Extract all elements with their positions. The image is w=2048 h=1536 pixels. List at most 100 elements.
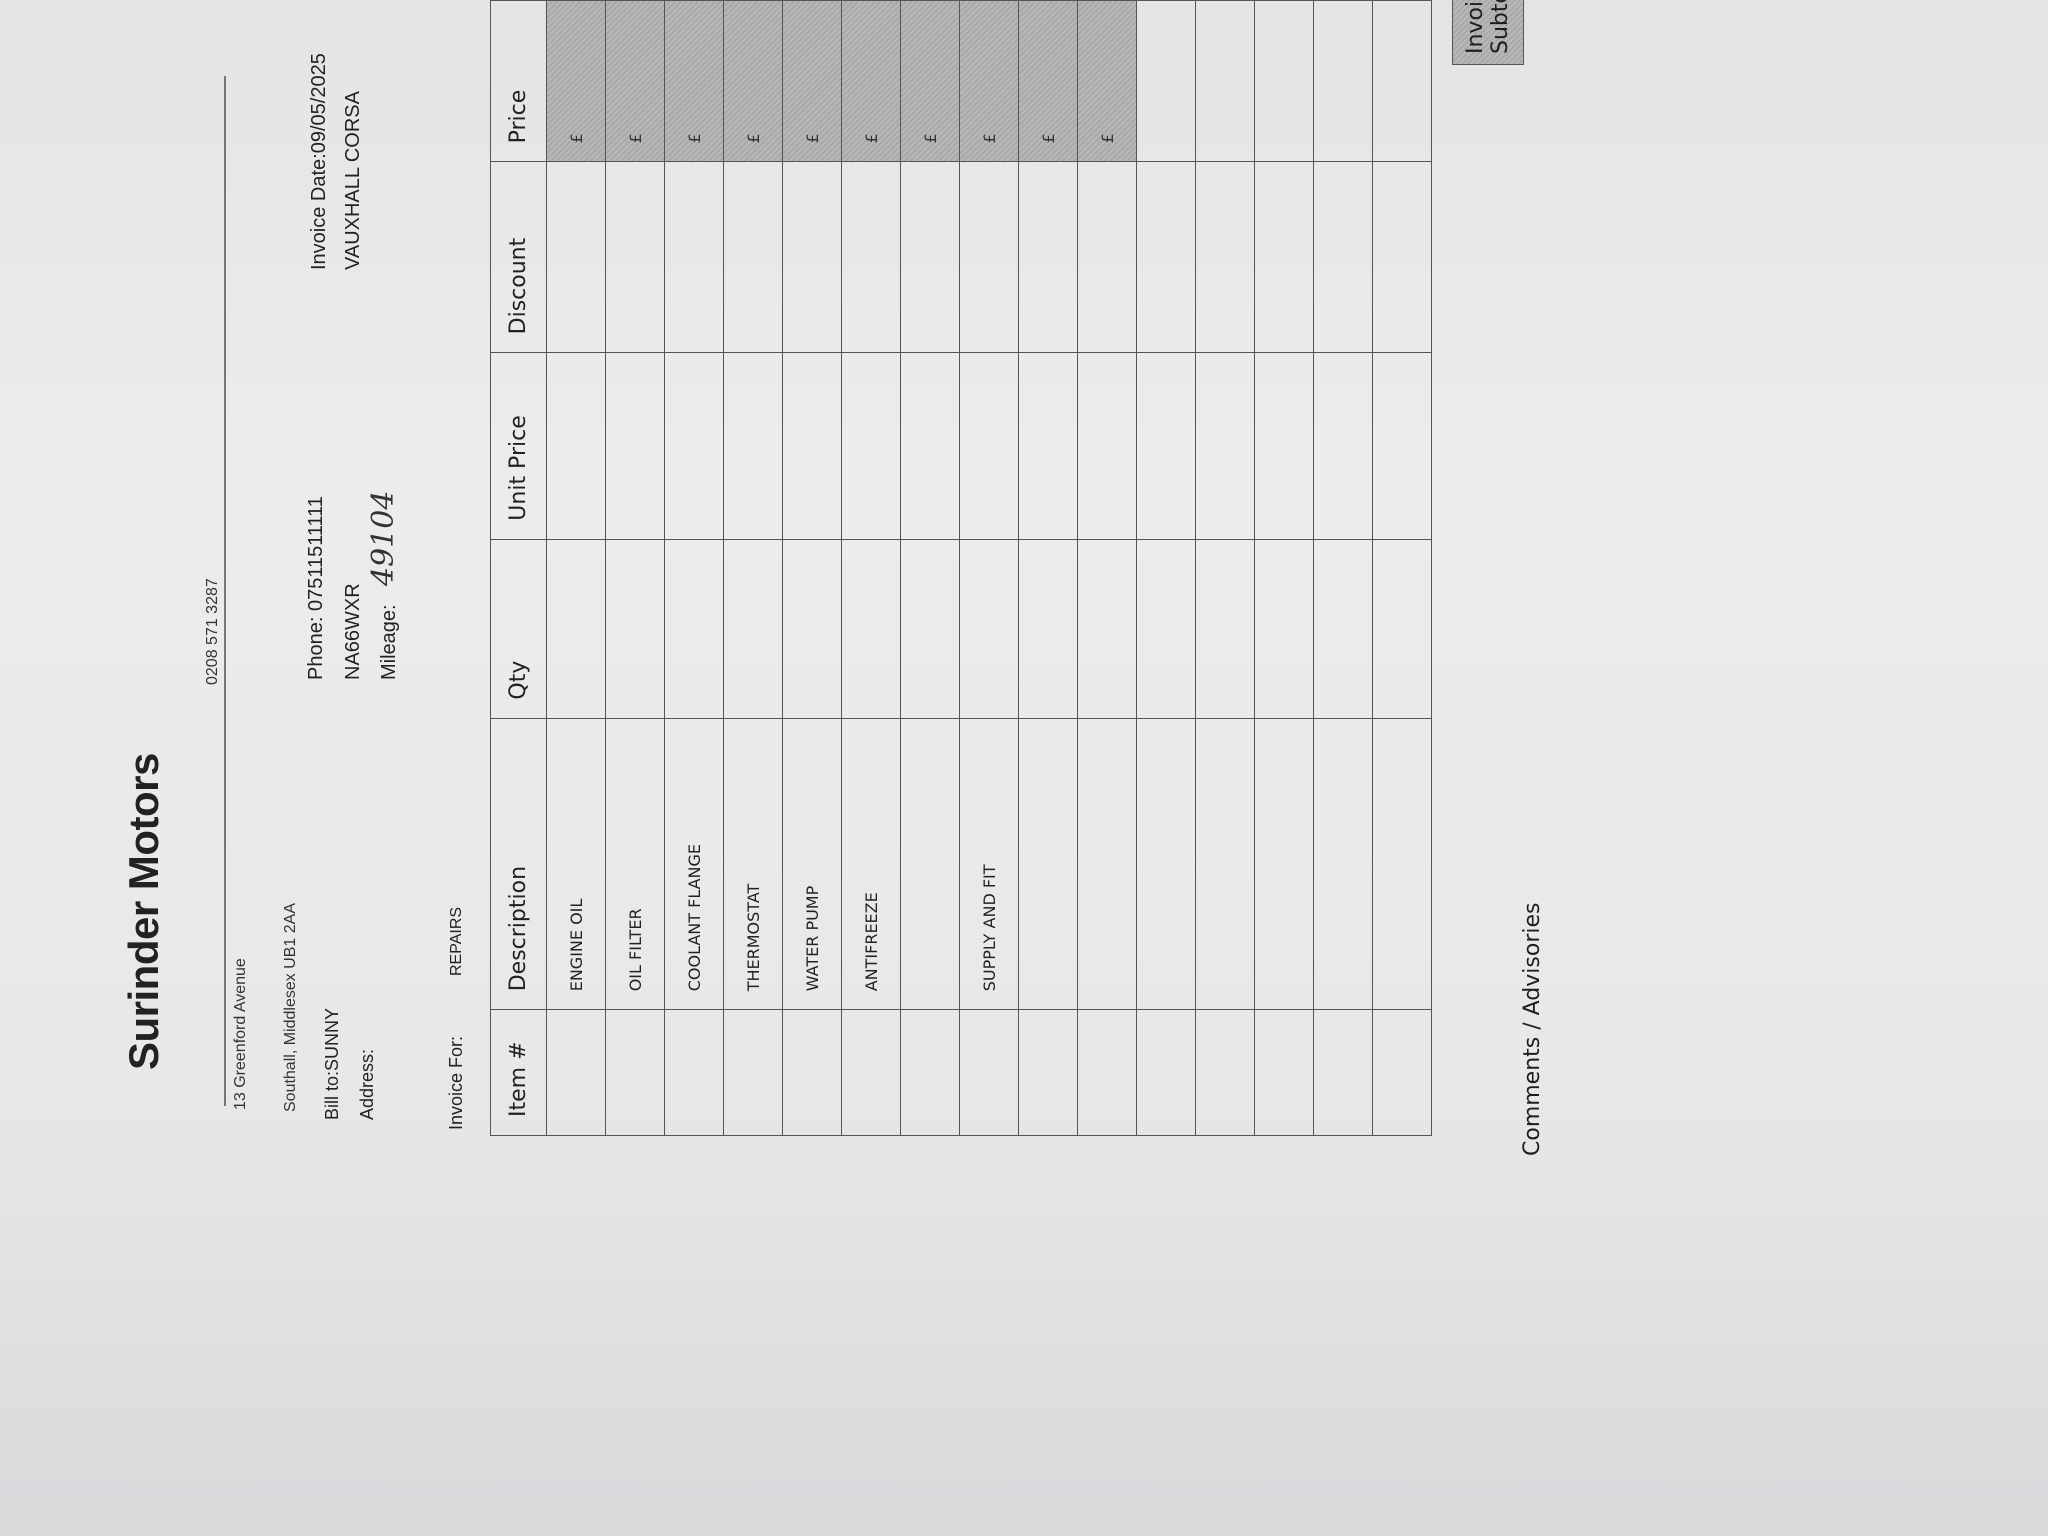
unit-price-cell xyxy=(546,352,606,540)
discount-cell xyxy=(546,161,606,353)
vehicle-registration: NA66WXR xyxy=(342,583,364,680)
mileage-label: Mileage: xyxy=(378,604,400,680)
discount-cell xyxy=(1195,161,1255,353)
table-row: OIL FILTER £ xyxy=(605,0,665,1136)
unit-price-cell xyxy=(1372,352,1432,540)
company-address-line1: 13 Greenford Avenue xyxy=(232,958,249,1110)
unit-price-cell xyxy=(900,352,960,540)
discount-cell xyxy=(959,161,1019,353)
discount-cell xyxy=(900,161,960,353)
price-cell: £ xyxy=(1077,0,1137,162)
item-number-cell xyxy=(664,1009,724,1136)
table-row: WATER PUMP £ xyxy=(782,0,842,1136)
description-cell xyxy=(1254,718,1314,1010)
qty-cell xyxy=(664,539,724,719)
table-header-row: Item # Description Qty Unit Price Discou… xyxy=(490,0,547,1136)
item-number-cell xyxy=(1136,1009,1196,1136)
item-number-cell xyxy=(841,1009,901,1136)
description-cell xyxy=(1018,718,1078,1010)
price-cell xyxy=(1313,0,1373,162)
invoice-subtotal-label: Invoice Subtotal xyxy=(1452,0,1524,65)
item-number-cell xyxy=(605,1009,665,1136)
description-cell xyxy=(900,718,960,1010)
header-unit-price: Unit Price xyxy=(490,352,547,540)
header-price: Price xyxy=(490,0,547,162)
discount-cell xyxy=(1018,161,1078,353)
discount-cell xyxy=(841,161,901,353)
price-cell xyxy=(1372,0,1432,162)
description-cell: WATER PUMP xyxy=(782,718,842,1010)
qty-cell xyxy=(841,539,901,719)
table-row xyxy=(1254,0,1314,1136)
unit-price-cell xyxy=(1018,352,1078,540)
discount-cell xyxy=(1077,161,1137,353)
qty-cell xyxy=(723,539,783,719)
invoice-date: Invoice Date:09/05/2025 xyxy=(308,53,330,270)
description-cell: THERMOSTAT xyxy=(723,718,783,1010)
price-cell: £ xyxy=(841,0,901,162)
qty-cell xyxy=(546,539,606,719)
description-cell xyxy=(1136,718,1196,1010)
item-number-cell xyxy=(1018,1009,1078,1136)
vehicle-model: VAUXHALL CORSA xyxy=(342,91,364,270)
discount-cell xyxy=(782,161,842,353)
currency-symbol: £ xyxy=(979,133,999,144)
header-discount: Discount xyxy=(490,161,547,353)
qty-cell xyxy=(1313,539,1373,719)
description-cell: OIL FILTER xyxy=(605,718,665,1010)
header-qty: Qty xyxy=(490,539,547,719)
qty-cell xyxy=(1077,539,1137,719)
item-number-cell xyxy=(1195,1009,1255,1136)
table-row: ANTIFREEZE £ xyxy=(841,0,901,1136)
table-row xyxy=(1195,0,1255,1136)
description-cell xyxy=(1372,718,1432,1010)
description-cell xyxy=(1195,718,1255,1010)
item-number-cell xyxy=(782,1009,842,1136)
currency-symbol: £ xyxy=(1097,133,1117,144)
table-row: £ xyxy=(900,0,960,1136)
unit-price-cell xyxy=(723,352,783,540)
item-number-cell xyxy=(1313,1009,1373,1136)
price-cell: £ xyxy=(605,0,665,162)
unit-price-cell xyxy=(841,352,901,540)
price-cell: £ xyxy=(664,0,724,162)
unit-price-cell xyxy=(782,352,842,540)
qty-cell xyxy=(1018,539,1078,719)
mileage-value-handwritten: 49104 xyxy=(366,490,401,586)
price-cell: £ xyxy=(723,0,783,162)
qty-cell xyxy=(1254,539,1314,719)
company-phone: 0208 571 3287 xyxy=(204,578,221,685)
discount-cell xyxy=(664,161,724,353)
header-item-number: Item # xyxy=(490,1009,547,1136)
price-cell: £ xyxy=(782,0,842,162)
table-row xyxy=(1372,0,1432,1136)
unit-price-cell xyxy=(1195,352,1255,540)
qty-cell xyxy=(959,539,1019,719)
qty-cell xyxy=(1195,539,1255,719)
currency-symbol: £ xyxy=(1038,133,1058,144)
unit-price-cell xyxy=(1077,352,1137,540)
item-number-cell xyxy=(1372,1009,1432,1136)
discount-cell xyxy=(723,161,783,353)
currency-symbol: £ xyxy=(625,133,645,144)
discount-cell xyxy=(1372,161,1432,353)
table-row: THERMOSTAT £ xyxy=(723,0,783,1136)
price-cell: £ xyxy=(900,0,960,162)
description-cell: ANTIFREEZE xyxy=(841,718,901,1010)
qty-cell xyxy=(782,539,842,719)
table-row xyxy=(1313,0,1373,1136)
description-cell: SUPPLY AND FIT xyxy=(959,718,1019,1010)
invoice-for-label: Invoice For: xyxy=(446,1035,466,1130)
item-number-cell xyxy=(1077,1009,1137,1136)
price-cell: £ xyxy=(546,0,606,162)
currency-symbol: £ xyxy=(861,133,881,144)
currency-symbol: £ xyxy=(802,133,822,144)
table-row: SUPPLY AND FIT £ xyxy=(959,0,1019,1136)
header-divider xyxy=(224,76,226,1106)
description-cell: COOLANT FLANGE xyxy=(664,718,724,1010)
address-label: Address: xyxy=(357,1048,377,1120)
table-row: COOLANT FLANGE £ xyxy=(664,0,724,1136)
table-row: £ xyxy=(1077,0,1137,1136)
header-description: Description xyxy=(490,718,547,1010)
